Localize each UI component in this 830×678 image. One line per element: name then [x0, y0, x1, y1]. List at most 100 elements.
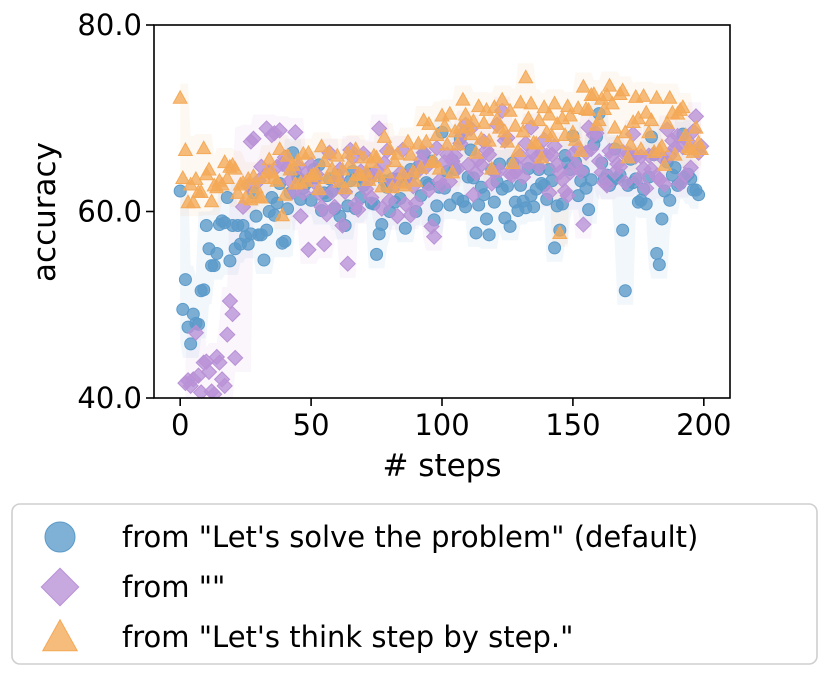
circle-point [548, 241, 562, 255]
triangle-point [654, 138, 670, 153]
x-tick-label: 100 [414, 408, 469, 442]
diamond-point [315, 235, 333, 253]
diamond-point [559, 187, 576, 204]
legend-triangle-marker [41, 618, 79, 652]
triangle-point [389, 145, 406, 160]
circle-point [207, 259, 221, 273]
diamond-point [407, 194, 425, 212]
diamond-point [287, 124, 304, 141]
triangle-point [347, 141, 364, 156]
diamond-point [245, 130, 262, 147]
diamond-point [420, 181, 438, 199]
x-axis: 0 50 100 150 200 [171, 398, 731, 442]
diamond-point [617, 174, 634, 191]
triangle-point [321, 144, 338, 159]
triangle-point [429, 127, 445, 142]
diamond-point [465, 186, 482, 203]
diamond-point [546, 138, 563, 155]
triangle-point [431, 160, 448, 175]
triangle-point [408, 172, 424, 187]
triangle-point [381, 141, 398, 156]
circle-point [370, 247, 384, 261]
diamond-point [219, 326, 236, 343]
triangle-point [486, 99, 503, 114]
triangle-point [172, 89, 188, 104]
x-tick-label: 150 [545, 408, 600, 442]
triangle-point [499, 133, 516, 148]
circle-point [375, 218, 389, 232]
triangle-point [502, 102, 518, 117]
diamond-point [224, 305, 241, 323]
triangle-point [277, 186, 293, 201]
triangle-point [439, 136, 455, 151]
circle-point [469, 226, 483, 240]
diamond-point [572, 163, 589, 180]
circle-point [173, 184, 187, 198]
diamond-point [373, 200, 390, 217]
triangle-point [421, 115, 437, 130]
triangle-point [662, 89, 678, 104]
triangle-point [300, 144, 317, 159]
diamond-point [656, 176, 673, 193]
triangle-point [253, 189, 270, 204]
triangle-point [575, 78, 592, 93]
circle-point [503, 219, 517, 233]
triangle-point [337, 180, 353, 195]
circle-point [639, 197, 653, 211]
diamond-point [326, 198, 343, 216]
triangle-point [622, 136, 639, 151]
diamond-point [211, 354, 228, 371]
triangle-point [444, 164, 461, 179]
diamond-point [514, 168, 532, 186]
diamond-point [339, 255, 356, 272]
triangle-point [494, 91, 510, 106]
circle-point [398, 221, 412, 235]
circle-point [527, 200, 541, 214]
data-markers [172, 69, 710, 398]
legend-box [11, 503, 818, 665]
triangle-point [311, 181, 327, 196]
legend: from "Let's solve the problem" (default)… [11, 503, 818, 665]
triangle-point [316, 153, 332, 168]
triangle-point [227, 160, 243, 175]
circle-point [459, 200, 473, 214]
y-axis: 40.0 60.0 80.0 [77, 8, 154, 415]
triangle-point [481, 132, 497, 147]
triangle-point [397, 177, 414, 192]
triangle-point [580, 101, 597, 116]
triangle-point [476, 114, 492, 129]
triangle-point [368, 149, 385, 164]
triangle-point [510, 142, 526, 157]
triangle-point [648, 89, 665, 104]
triangle-point [203, 193, 220, 208]
diamond-point [425, 228, 443, 245]
triangle-point [512, 94, 529, 109]
circle-point [197, 283, 211, 297]
circle-point [616, 223, 630, 237]
triangle-point [195, 140, 212, 155]
triangle-point [400, 133, 416, 148]
triangle-point [426, 153, 442, 168]
circle-point [692, 188, 706, 202]
y-tick-label: 80.0 [77, 8, 142, 42]
legend-circle-marker [44, 521, 76, 553]
triangle-point [604, 95, 620, 110]
diamond-point [206, 386, 223, 398]
triangle-point [677, 127, 694, 142]
y-tick-label: 40.0 [77, 381, 142, 415]
circle-point [304, 193, 318, 207]
triangle-point [638, 104, 654, 119]
legend-label: from "Let's think step by step." [122, 620, 573, 654]
y-axis-label: accuracy [27, 142, 63, 282]
triangle-point [470, 98, 487, 113]
circle-point [199, 218, 213, 232]
diamond-point [381, 192, 398, 209]
triangle-point [387, 153, 403, 168]
circle-point [430, 199, 444, 213]
circle-point [184, 337, 198, 351]
triangle-point [185, 194, 202, 209]
circle-point [655, 212, 669, 226]
triangle-point [436, 117, 453, 132]
triangle-point [614, 82, 631, 97]
